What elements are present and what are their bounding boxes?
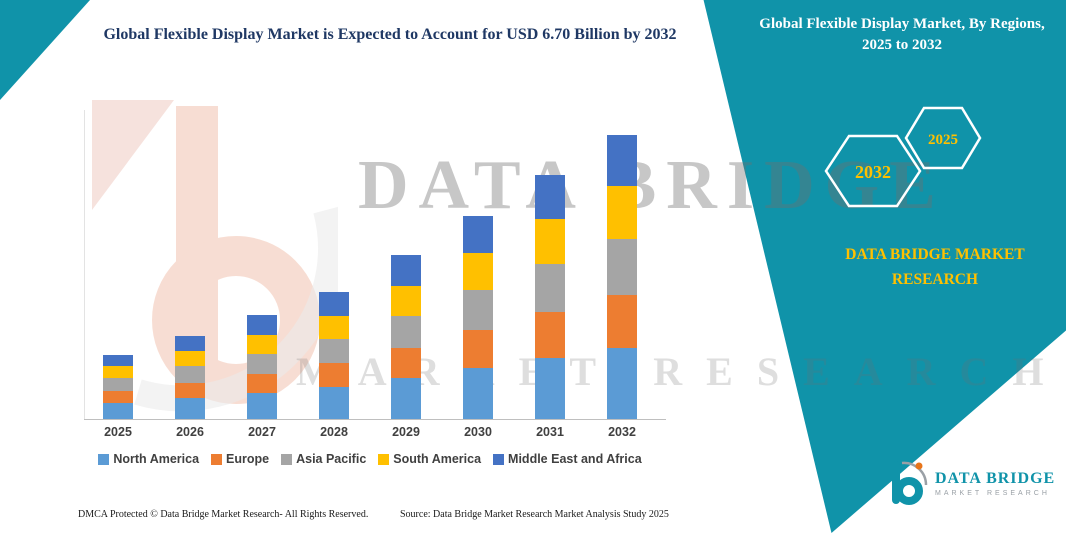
bar-segment-2027-europe (247, 374, 277, 394)
bar-segment-2029-south-america (391, 286, 421, 317)
bar-segment-2028-asia-pacific (319, 339, 349, 364)
y-axis-line (84, 110, 85, 420)
legend-swatch-asia-pacific (281, 453, 293, 465)
bar-segment-2025-north-america (103, 403, 133, 420)
bar-segment-2032-asia-pacific (607, 238, 637, 296)
bar-segment-2032-middle-east-and-africa (607, 135, 637, 187)
bar-segment-2030-europe (463, 330, 493, 369)
brand-text: DATA BRIDGE MARKET RESEARCH (845, 246, 1025, 288)
bar-segment-2030-south-america (463, 252, 493, 291)
bar-segment-2028-north-america (319, 387, 349, 420)
bar-segment-2027-middle-east-and-africa (247, 315, 277, 335)
bar-segment-2025-asia-pacific (103, 378, 133, 392)
hexagon-2025 (904, 106, 982, 170)
bar-segment-2026-europe (175, 382, 205, 398)
bar-segment-2026-south-america (175, 351, 205, 367)
bar-segment-2031-south-america (535, 218, 565, 265)
bar-segment-2030-asia-pacific (463, 290, 493, 331)
bar-segment-2031-europe (535, 312, 565, 358)
bar-segment-2025-middle-east-and-africa (103, 355, 133, 367)
bar-segment-2026-asia-pacific (175, 366, 205, 383)
legend-item-south-america: South America (378, 452, 481, 466)
legend-swatch-south-america (378, 453, 390, 465)
bar-segment-2027-south-america (247, 335, 277, 355)
hexagon-2032-label: 2032 (855, 162, 891, 182)
data-bridge-logo-icon (892, 461, 928, 505)
legend-label-middle-east-and-africa: Middle East and Africa (508, 452, 642, 466)
source-note: Source: Data Bridge Market Research Mark… (400, 509, 669, 520)
bar-segment-2027-asia-pacific (247, 354, 277, 375)
x-axis-label-2032: 2032 (608, 425, 636, 439)
bar-segment-2031-north-america (535, 357, 565, 420)
brand-logo: DATA BRIDGE MARKET RESEARCH (888, 458, 1055, 508)
legend-item-asia-pacific: Asia Pacific (281, 452, 366, 466)
x-axis-label-2030: 2030 (464, 425, 492, 439)
legend-label-asia-pacific: Asia Pacific (296, 452, 367, 466)
dmca-note: DMCA Protected © Data Bridge Market Rese… (78, 509, 369, 520)
bar-segment-2030-north-america (463, 368, 493, 420)
logo-name: DATA BRIDGE (935, 469, 1056, 487)
chart-title: Global Flexible Display Market is Expect… (103, 26, 677, 43)
bar-segment-2032-north-america (607, 348, 637, 420)
chart-legend: North America Europe Asia Pacific South Ame… (68, 452, 672, 466)
bar-segment-2025-europe (103, 391, 133, 403)
x-axis-label-2028: 2028 (320, 425, 348, 439)
bar-segment-2025-south-america (103, 366, 133, 379)
x-axis-label-2026: 2026 (176, 425, 204, 439)
bar-segment-2029-middle-east-and-africa (391, 255, 421, 287)
x-axis-label-2025: 2025 (104, 425, 132, 439)
hexagon-2025-label: 2025 (928, 132, 958, 148)
side-panel-title: Global Flexible Display Market, By Regio… (759, 16, 1045, 53)
legend-label-europe: Europe (226, 452, 270, 466)
bar-segment-2026-north-america (175, 397, 205, 420)
legend-item-north-america: North America (98, 452, 199, 466)
legend-swatch-middle-east-and-africa (493, 453, 505, 465)
legend-swatch-europe (211, 453, 223, 465)
legend-swatch-north-america (98, 453, 110, 465)
x-axis-label-2027: 2027 (248, 425, 276, 439)
legend-label-south-america: South America (393, 452, 482, 466)
bar-segment-2029-north-america (391, 378, 421, 420)
bar-segment-2029-asia-pacific (391, 316, 421, 349)
x-axis-line (84, 419, 666, 420)
bar-segment-2032-south-america (607, 186, 637, 239)
bar-segment-2029-europe (391, 348, 421, 379)
legend-item-europe: Europe (211, 452, 269, 466)
logo-subtitle: MARKET RESEARCH (935, 489, 1050, 497)
x-axis-label-2031: 2031 (536, 425, 564, 439)
bar-segment-2031-asia-pacific (535, 264, 565, 313)
bar-segment-2028-europe (319, 363, 349, 388)
legend-label-north-america: North America (113, 452, 200, 466)
bar-segment-2028-south-america (319, 315, 349, 340)
legend-item-middle-east-and-africa: Middle East and Africa (493, 452, 642, 466)
year-hexagons: 2032 2025 (824, 106, 982, 208)
bar-segment-2026-middle-east-and-africa (175, 335, 205, 352)
bar-segment-2027-north-america (247, 393, 277, 420)
bar-segment-2032-europe (607, 295, 637, 349)
bar-segment-2030-middle-east-and-africa (463, 215, 493, 253)
bar-segment-2031-middle-east-and-africa (535, 175, 565, 219)
bar-segment-2028-middle-east-and-africa (319, 292, 349, 316)
hexagon-2032 (824, 134, 922, 208)
x-axis-label-2029: 2029 (392, 425, 420, 439)
